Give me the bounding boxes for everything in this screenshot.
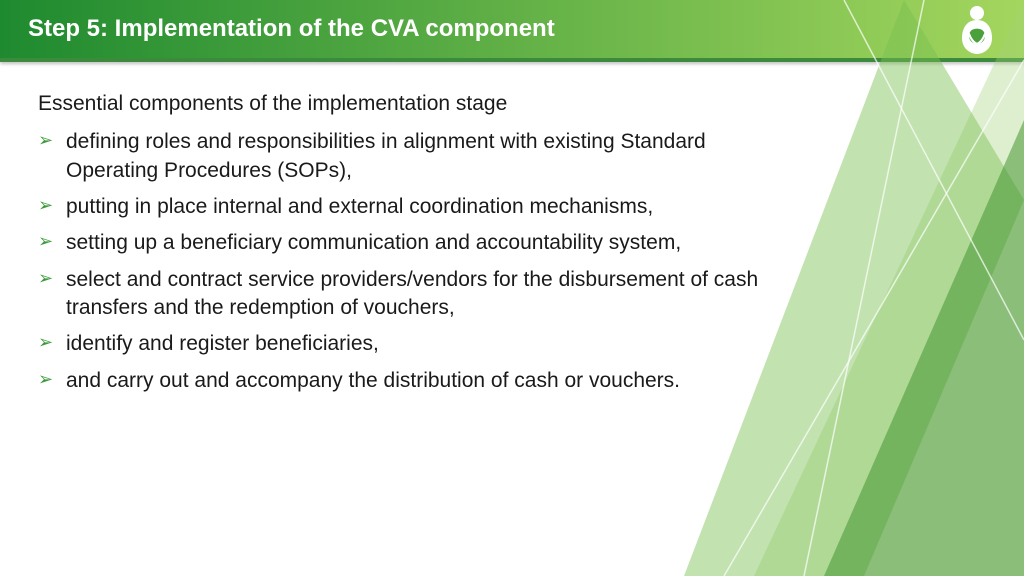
bullet-item: defining roles and responsibilities in a… [38,128,776,185]
header-bar: Step 5: Implementation of the CVA compon… [0,0,1024,58]
content-subtitle: Essential components of the implementati… [38,90,776,118]
content-area: Essential components of the implementati… [0,62,820,395]
bullet-list: defining roles and responsibilities in a… [38,128,776,395]
bullet-item: and carry out and accompany the distribu… [38,367,776,395]
slide: Step 5: Implementation of the CVA compon… [0,0,1024,576]
bullet-item: identify and register beneficiaries, [38,330,776,358]
slide-title: Step 5: Implementation of the CVA compon… [28,15,555,43]
bullet-item: setting up a beneficiary communication a… [38,229,776,257]
breastfeeding-icon [952,4,1002,59]
bullet-item: select and contract service providers/ve… [38,266,776,323]
bullet-item: putting in place internal and external c… [38,193,776,221]
